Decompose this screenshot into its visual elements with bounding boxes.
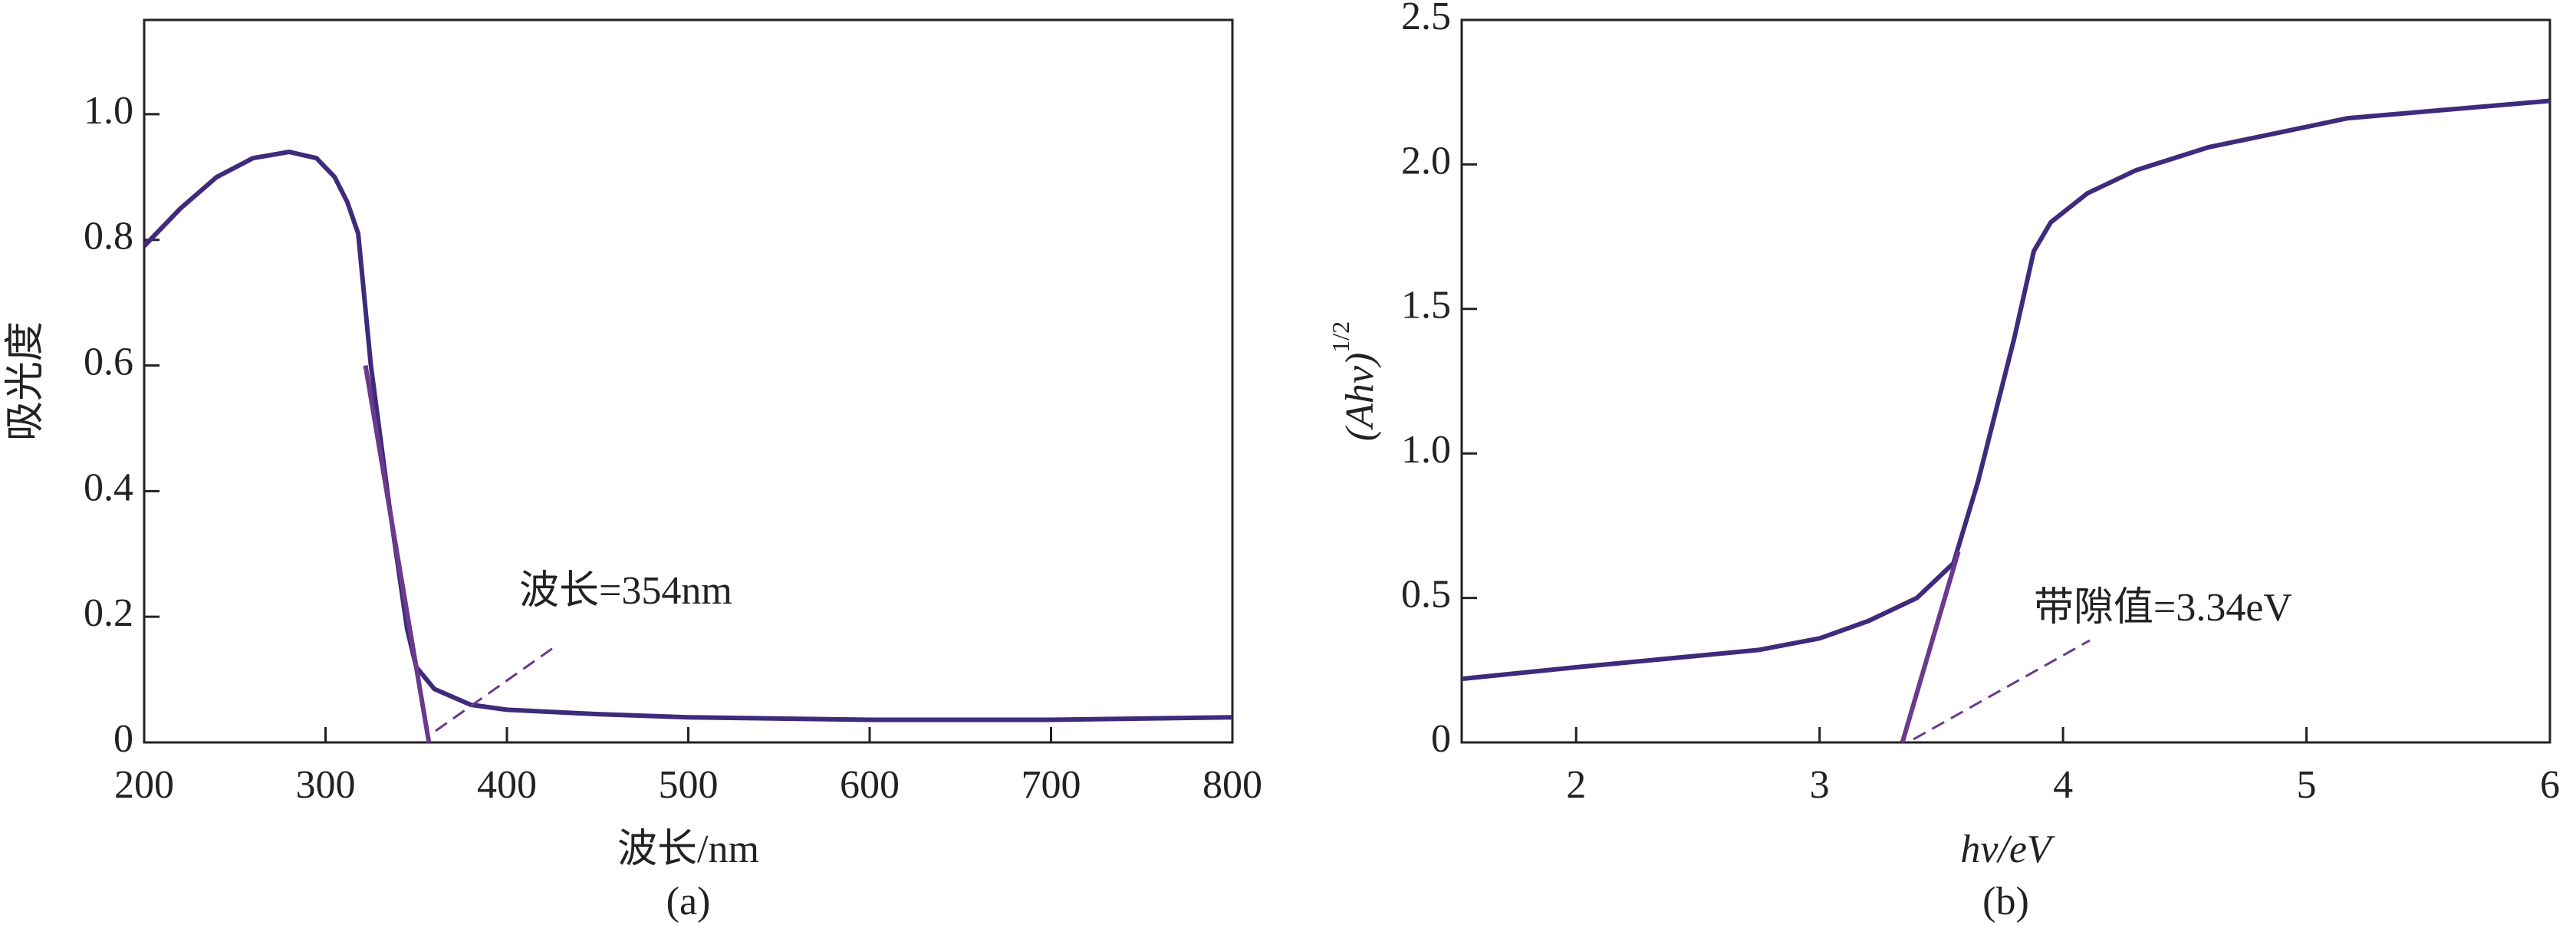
x-tick-label: 600	[840, 763, 900, 807]
caption: (b)	[1982, 880, 2029, 923]
plot-frame	[1460, 18, 2551, 744]
x-tick-label: 4	[2053, 763, 2073, 807]
y-tick-label: 1.5	[1401, 284, 1451, 327]
y-tick-label: 1.0	[84, 89, 133, 133]
data-line	[142, 150, 1233, 722]
y-axis-label-exponent: 1/2	[1327, 321, 1354, 353]
y-axis-label-text: (Ahv)	[1338, 353, 1382, 441]
x-tick-label: 500	[659, 763, 719, 807]
data-line	[363, 365, 432, 743]
x-axis-label: 波长/nm	[617, 828, 759, 871]
y-tick-label: 2.5	[1401, 0, 1451, 38]
x-tick-label: 5	[2297, 763, 2317, 807]
y-tick-label: 0.5	[1401, 573, 1451, 617]
x-tick-label: 200	[114, 763, 174, 807]
data-line	[1900, 551, 1961, 743]
y-tick-label: 0.2	[84, 591, 133, 635]
y-tick-label: 0	[1431, 717, 1451, 761]
x-tick-label: 800	[1202, 763, 1262, 807]
y-axis-label: 吸光度	[4, 321, 48, 441]
annotation: 带隙值=3.34eV	[2034, 586, 2292, 630]
annotation-pointer	[1913, 639, 2091, 741]
plot-frame	[143, 18, 1234, 744]
caption: (a)	[666, 880, 711, 923]
y-tick-label: 2.0	[1401, 139, 1451, 183]
annotation: 波长=354nm	[519, 569, 732, 613]
x-tick-label: 300	[296, 763, 356, 807]
y-tick-label: 0	[114, 717, 133, 761]
x-tick-label: 700	[1022, 763, 1081, 807]
y-tick-label: 0.8	[84, 215, 133, 258]
data-line	[1461, 98, 2551, 682]
x-tick-label: 400	[477, 763, 537, 807]
y-tick-label: 0.4	[84, 466, 133, 509]
x-tick-label: 2	[1566, 763, 1586, 807]
y-tick-label: 1.0	[1401, 428, 1451, 472]
y-axis-label: (Ahv)1/2	[1327, 321, 1382, 441]
x-tick-label: 3	[1810, 763, 1830, 807]
y-axis-label-text: 吸光度	[4, 321, 48, 441]
annotation-pointer	[435, 643, 559, 732]
y-tick-label: 0.6	[84, 340, 133, 383]
x-axis-label: hv/eV	[1960, 828, 2055, 871]
x-tick-label: 6	[2540, 763, 2560, 807]
